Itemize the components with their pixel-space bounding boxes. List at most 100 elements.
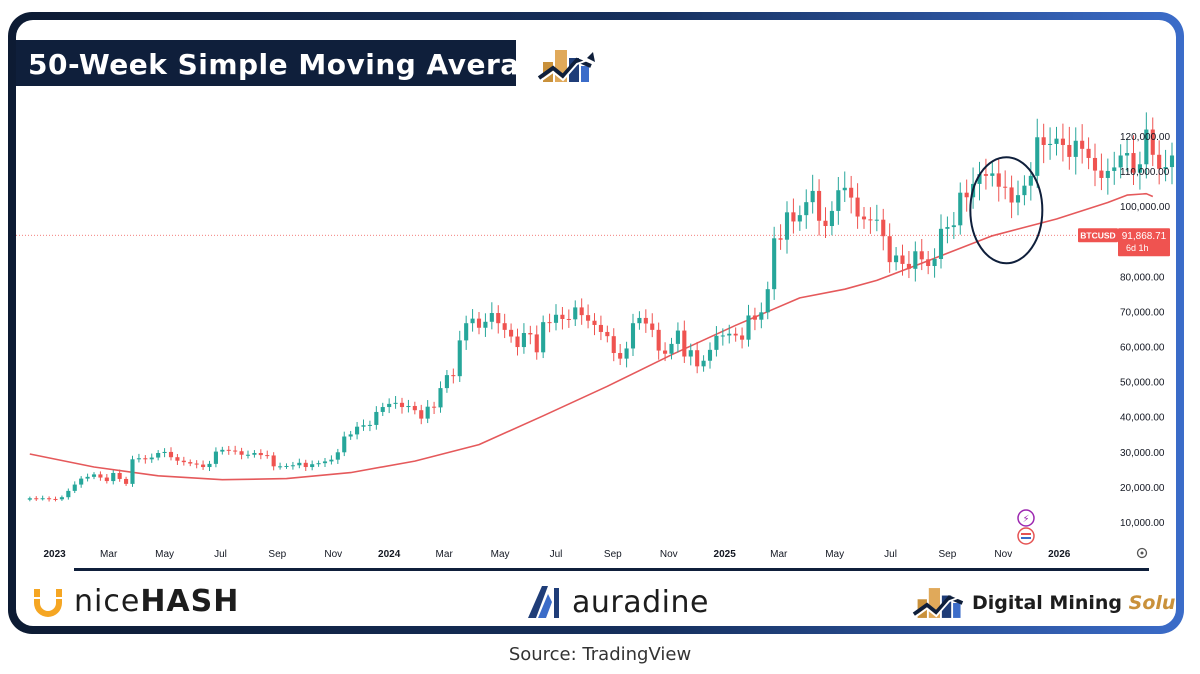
candle-body [136, 458, 141, 460]
candle [836, 177, 841, 225]
candle [117, 469, 122, 482]
candle [1137, 151, 1142, 190]
x-tick-label: Nov [994, 549, 1012, 560]
x-axis: 2023 Mar May Jul Sep Nov 2024 Mar May Jul Sep Nov 20… [43, 549, 1070, 560]
candle [669, 337, 674, 360]
candle-body [1048, 143, 1053, 145]
candle [598, 315, 603, 341]
candle-body [72, 484, 77, 491]
digital-mining-solutions-logo: Digital Mining Solutions [912, 578, 1176, 626]
candle [817, 179, 822, 236]
candle [1060, 123, 1065, 162]
candle [27, 496, 32, 502]
candle [746, 304, 751, 347]
candle [791, 198, 796, 234]
candle-body [1009, 187, 1014, 203]
candle-body [611, 336, 616, 354]
candle [778, 224, 783, 250]
candle-body [861, 216, 867, 220]
flag-stripe-icon [1021, 533, 1031, 535]
candle [727, 324, 732, 344]
candle [765, 281, 770, 320]
candle-body [290, 465, 295, 467]
candle [1041, 123, 1046, 164]
candle [1048, 127, 1053, 160]
candle [784, 201, 790, 254]
candle-body [1092, 157, 1098, 171]
x-tick-label: Nov [660, 549, 678, 560]
candle-body [393, 402, 398, 404]
candle-body [913, 251, 918, 269]
candle-body [1022, 185, 1027, 196]
candle-body [598, 324, 603, 332]
candle-body [842, 187, 847, 191]
candle-body [682, 330, 687, 357]
candle-body [1086, 148, 1091, 158]
candle-body [553, 314, 559, 323]
candle [855, 183, 860, 229]
candle [701, 355, 706, 372]
candle [810, 174, 815, 214]
candle [188, 459, 193, 467]
y-tick-label: 110,000.00 [1120, 167, 1170, 178]
chart-card: 50-Week Simple Moving Average 120,000.00… [16, 20, 1176, 626]
candle-body [945, 227, 950, 229]
candle-body [528, 333, 533, 335]
candle [592, 313, 597, 336]
candle [265, 450, 270, 459]
candle [605, 325, 610, 343]
candle-body [348, 434, 353, 437]
candle-body [1041, 137, 1046, 145]
candle-body [624, 348, 629, 359]
candle-body [104, 477, 109, 482]
candle-body [772, 238, 777, 290]
dms-wordmark: Digital Mining Solutions [972, 592, 1176, 614]
candle [496, 305, 501, 334]
candle [348, 430, 353, 440]
candle [258, 449, 263, 460]
chart-title: 50-Week Simple Moving Average [28, 48, 560, 81]
symbol-tag [1078, 228, 1118, 243]
candle [919, 239, 924, 271]
annotation-circle [969, 156, 1044, 265]
candle-body [168, 451, 174, 458]
candle-body [1144, 129, 1149, 165]
settings-icon[interactable] [1136, 547, 1148, 559]
candle-body [643, 317, 648, 324]
x-tick-label: 2024 [378, 549, 401, 560]
candle [1112, 151, 1117, 185]
candle [547, 313, 552, 333]
x-tick-label: 2026 [1048, 549, 1071, 560]
candle [566, 309, 571, 328]
candle [887, 223, 892, 273]
candle [990, 162, 995, 187]
candle [964, 179, 969, 212]
candle [759, 302, 764, 329]
candle [894, 247, 899, 271]
candle [1099, 153, 1104, 191]
candle-body [489, 313, 494, 322]
candle [367, 420, 372, 432]
candle [168, 447, 174, 461]
sma-50w-line [29, 192, 1154, 481]
candle-body [130, 459, 135, 484]
candle [650, 313, 655, 338]
candle-body [496, 313, 501, 324]
candle-body [784, 212, 790, 240]
candle-body [752, 315, 757, 320]
x-tick-label: 2025 [714, 549, 737, 560]
candle [926, 250, 931, 275]
candle-body [1169, 155, 1175, 168]
candle-body [714, 335, 719, 350]
candle-body [1054, 138, 1059, 144]
candle-body [521, 333, 526, 348]
candle [643, 309, 648, 333]
candle [1009, 175, 1014, 219]
candle-body [1125, 153, 1130, 156]
candle [1169, 142, 1175, 185]
candle-body [1035, 137, 1040, 176]
candle [374, 406, 379, 430]
candle-body [59, 497, 64, 500]
candle [136, 453, 141, 463]
